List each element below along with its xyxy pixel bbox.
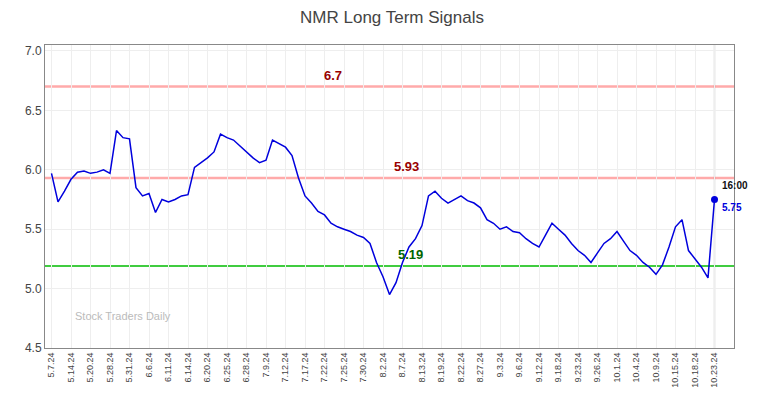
svg-text:6.7: 6.7 [324,68,342,83]
svg-text:6.20.24: 6.20.24 [202,353,212,383]
svg-text:10.23.24: 10.23.24 [709,353,719,388]
svg-text:8.19.24: 8.19.24 [436,353,446,383]
svg-text:9.26.24: 9.26.24 [592,353,602,383]
svg-text:7.17.24: 7.17.24 [300,353,310,383]
svg-text:5.5: 5.5 [25,222,42,236]
svg-text:8.7.24: 8.7.24 [397,353,407,378]
svg-text:9.12.24: 9.12.24 [534,353,544,383]
svg-text:7.12.24: 7.12.24 [280,353,290,383]
svg-text:6.6.24: 6.6.24 [144,353,154,378]
svg-text:9.3.24: 9.3.24 [495,353,505,378]
svg-text:9.18.24: 9.18.24 [553,353,563,383]
svg-text:7.25.24: 7.25.24 [339,353,349,383]
svg-text:7.9.24: 7.9.24 [261,353,271,378]
svg-text:8.22.24: 8.22.24 [456,353,466,383]
svg-text:10.1.24: 10.1.24 [612,353,622,383]
svg-text:Stock Traders Daily: Stock Traders Daily [75,310,171,322]
svg-text:10.9.24: 10.9.24 [651,353,661,383]
svg-text:5.7.24: 5.7.24 [46,353,56,378]
svg-text:NMR Long Term Signals: NMR Long Term Signals [300,8,484,27]
svg-text:6.5: 6.5 [25,104,42,118]
svg-text:7.22.24: 7.22.24 [319,353,329,383]
svg-text:8.13.24: 8.13.24 [417,353,427,383]
svg-text:7.30.24: 7.30.24 [358,353,368,383]
svg-text:6.11.24: 6.11.24 [163,353,173,382]
svg-text:4.5: 4.5 [25,341,42,355]
svg-text:9.6.24: 9.6.24 [514,353,524,378]
svg-text:5.31.24: 5.31.24 [124,353,134,383]
svg-text:6.0: 6.0 [25,163,42,177]
svg-text:8.27.24: 8.27.24 [475,353,485,383]
svg-text:16:00: 16:00 [722,180,748,191]
svg-text:7.0: 7.0 [25,44,42,58]
svg-text:5.0: 5.0 [25,282,42,296]
svg-text:6.25.24: 6.25.24 [222,353,232,383]
svg-text:5.19: 5.19 [398,247,423,262]
svg-text:6.14.24: 6.14.24 [183,353,193,383]
svg-text:5.28.24: 5.28.24 [105,353,115,383]
svg-text:5.75: 5.75 [722,202,742,213]
svg-text:5.14.24: 5.14.24 [66,353,76,383]
svg-text:5.20.24: 5.20.24 [85,353,95,383]
svg-text:5.93: 5.93 [394,159,419,174]
svg-text:8.2.24: 8.2.24 [378,353,388,378]
svg-text:10.18.24: 10.18.24 [690,353,700,388]
svg-text:9.23.24: 9.23.24 [573,353,583,383]
svg-text:10.4.24: 10.4.24 [631,353,641,383]
svg-text:6.28.24: 6.28.24 [241,353,251,383]
svg-text:10.15.24: 10.15.24 [670,353,680,388]
